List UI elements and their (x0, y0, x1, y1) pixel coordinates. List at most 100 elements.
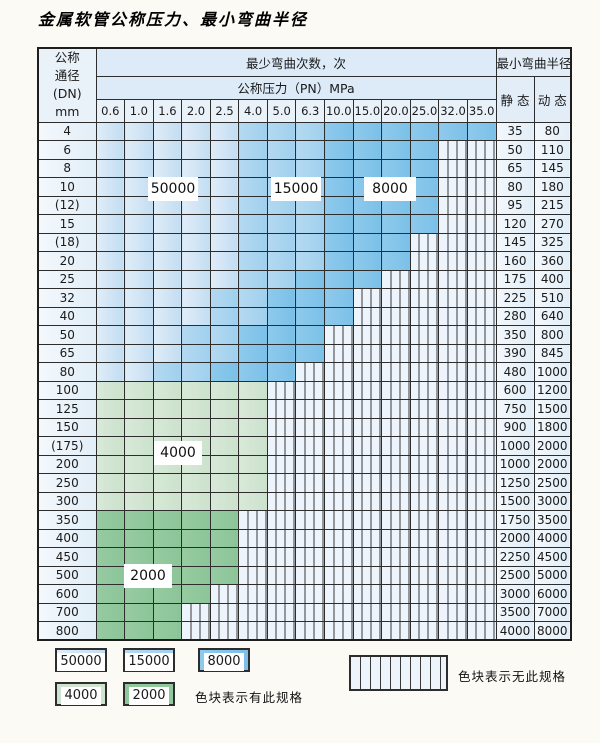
dynamic-radius-cell: 270 (533, 214, 572, 234)
spec-cell-8000-cycles (324, 195, 354, 215)
no-spec-cell (381, 584, 411, 604)
spec-cell-2000-cycles (181, 584, 211, 604)
spec-cell-4000-cycles (238, 454, 268, 474)
legend-swatch-8000: 8000 (198, 648, 250, 672)
no-spec-cell (466, 380, 497, 400)
dynamic-radius-cell: 400 (533, 269, 572, 289)
dn-header-line: 通径 (54, 68, 80, 84)
no-spec-cell (409, 343, 440, 363)
no-spec-cell (466, 195, 497, 215)
no-spec-cell (438, 214, 468, 234)
no-spec-cell (466, 306, 497, 326)
spec-cell-50000-cycles (124, 140, 154, 160)
table-body: 4 35 80 6 50 110 8 65 145 10 80 180 (12) 95 215 15 120 27… (37, 121, 572, 641)
spec-cell-50000-cycles (209, 121, 240, 141)
dynamic-radius-cell: 180 (533, 177, 572, 197)
dn-cell: 8 (37, 158, 97, 178)
spec-cell-50000-cycles (181, 140, 211, 160)
legend-swatch-label: 8000 (204, 653, 244, 671)
dynamic-radius-cell: 845 (533, 343, 572, 363)
no-spec-cell (466, 325, 497, 345)
no-spec-cell (438, 528, 468, 548)
no-spec-cell (324, 325, 354, 345)
no-spec-cell (181, 621, 211, 641)
no-spec-cell (466, 436, 497, 456)
spec-cell-8000-cycles (295, 306, 325, 326)
spec-cell-4000-cycles (209, 454, 240, 474)
spec-cell-50000-cycles (209, 251, 240, 271)
no-spec-cell (324, 547, 354, 567)
pressure-column-header: 5.0 (266, 98, 297, 123)
no-spec-cell (466, 232, 497, 252)
table-row: 200 1000 2000 (37, 454, 572, 474)
spec-cell-4000-cycles (95, 399, 126, 419)
table-row: 4 35 80 (37, 121, 572, 141)
spec-cell-4000-cycles (209, 417, 240, 437)
spec-cell-50000-cycles (181, 269, 211, 289)
dynamic-radius-cell: 5000 (533, 565, 572, 585)
spec-cell-50000-cycles (181, 158, 211, 178)
table-row: (18) 145 325 (37, 232, 572, 252)
zone-label-50000: 50000 (148, 177, 198, 201)
no-spec-cell (266, 510, 297, 530)
no-spec-cell (324, 399, 354, 419)
spec-cell-2000-cycles (124, 584, 154, 604)
legend-note-unavailable: 色块表示无此规格 (458, 669, 567, 684)
no-spec-cell (238, 584, 268, 604)
table-row: 500 2500 5000 (37, 565, 572, 585)
spec-cell-8000-cycles (295, 343, 325, 363)
spec-cell-15000-cycles (181, 343, 211, 363)
spec-cell-15000-cycles (295, 140, 325, 160)
dynamic-column-header: 动 态 (533, 75, 572, 123)
pressure-column-header: 35.0 (466, 98, 497, 123)
dn-header-line: (DN) (52, 86, 82, 102)
spec-cell-8000-cycles (324, 214, 354, 234)
static-radius-cell: 160 (495, 251, 535, 271)
spec-cell-50000-cycles (124, 269, 154, 289)
static-radius-cell: 2250 (495, 547, 535, 567)
spec-cell-50000-cycles (124, 362, 154, 382)
spec-cell-15000-cycles (295, 251, 325, 271)
spec-cell-50000-cycles (209, 232, 240, 252)
no-spec-cell (466, 140, 497, 160)
spec-cell-2000-cycles (209, 565, 240, 585)
spec-cell-4000-cycles (124, 380, 154, 400)
no-spec-cell (181, 602, 211, 622)
no-spec-cell (295, 528, 325, 548)
spec-cell-50000-cycles (152, 288, 183, 308)
no-spec-cell (438, 584, 468, 604)
spec-cell-4000-cycles (152, 417, 183, 437)
spec-cell-2000-cycles (181, 565, 211, 585)
no-spec-cell (238, 602, 268, 622)
zone-label-4000: 4000 (154, 441, 202, 465)
table-row: 32 225 510 (37, 288, 572, 308)
spec-cell-8000-cycles (409, 121, 440, 141)
dn-cell: 80 (37, 362, 97, 382)
no-spec-cell (266, 528, 297, 548)
no-spec-cell (438, 362, 468, 382)
no-spec-cell (352, 621, 383, 641)
static-radius-cell: 390 (495, 343, 535, 363)
no-spec-cell (266, 584, 297, 604)
no-spec-cell (352, 288, 383, 308)
zone-label-8000: 8000 (364, 177, 416, 201)
dn-cell: 25 (37, 269, 97, 289)
spec-cell-8000-cycles (295, 269, 325, 289)
no-spec-cell (266, 436, 297, 456)
dn-cell: 450 (37, 547, 97, 567)
spec-cell-8000-cycles (266, 325, 297, 345)
spec-cell-50000-cycles (124, 232, 154, 252)
spec-cell-2000-cycles (152, 547, 183, 567)
spec-cell-8000-cycles (381, 140, 411, 160)
no-spec-cell (381, 436, 411, 456)
dn-cell: 65 (37, 343, 97, 363)
spec-cell-4000-cycles (95, 380, 126, 400)
spec-cell-4000-cycles (209, 399, 240, 419)
no-spec-cell (381, 362, 411, 382)
spec-cell-15000-cycles (266, 140, 297, 160)
spec-cell-8000-cycles (324, 177, 354, 197)
dn-cell: (12) (37, 195, 97, 215)
no-spec-cell (381, 473, 411, 493)
no-spec-cell (295, 436, 325, 456)
spec-cell-4000-cycles (152, 473, 183, 493)
